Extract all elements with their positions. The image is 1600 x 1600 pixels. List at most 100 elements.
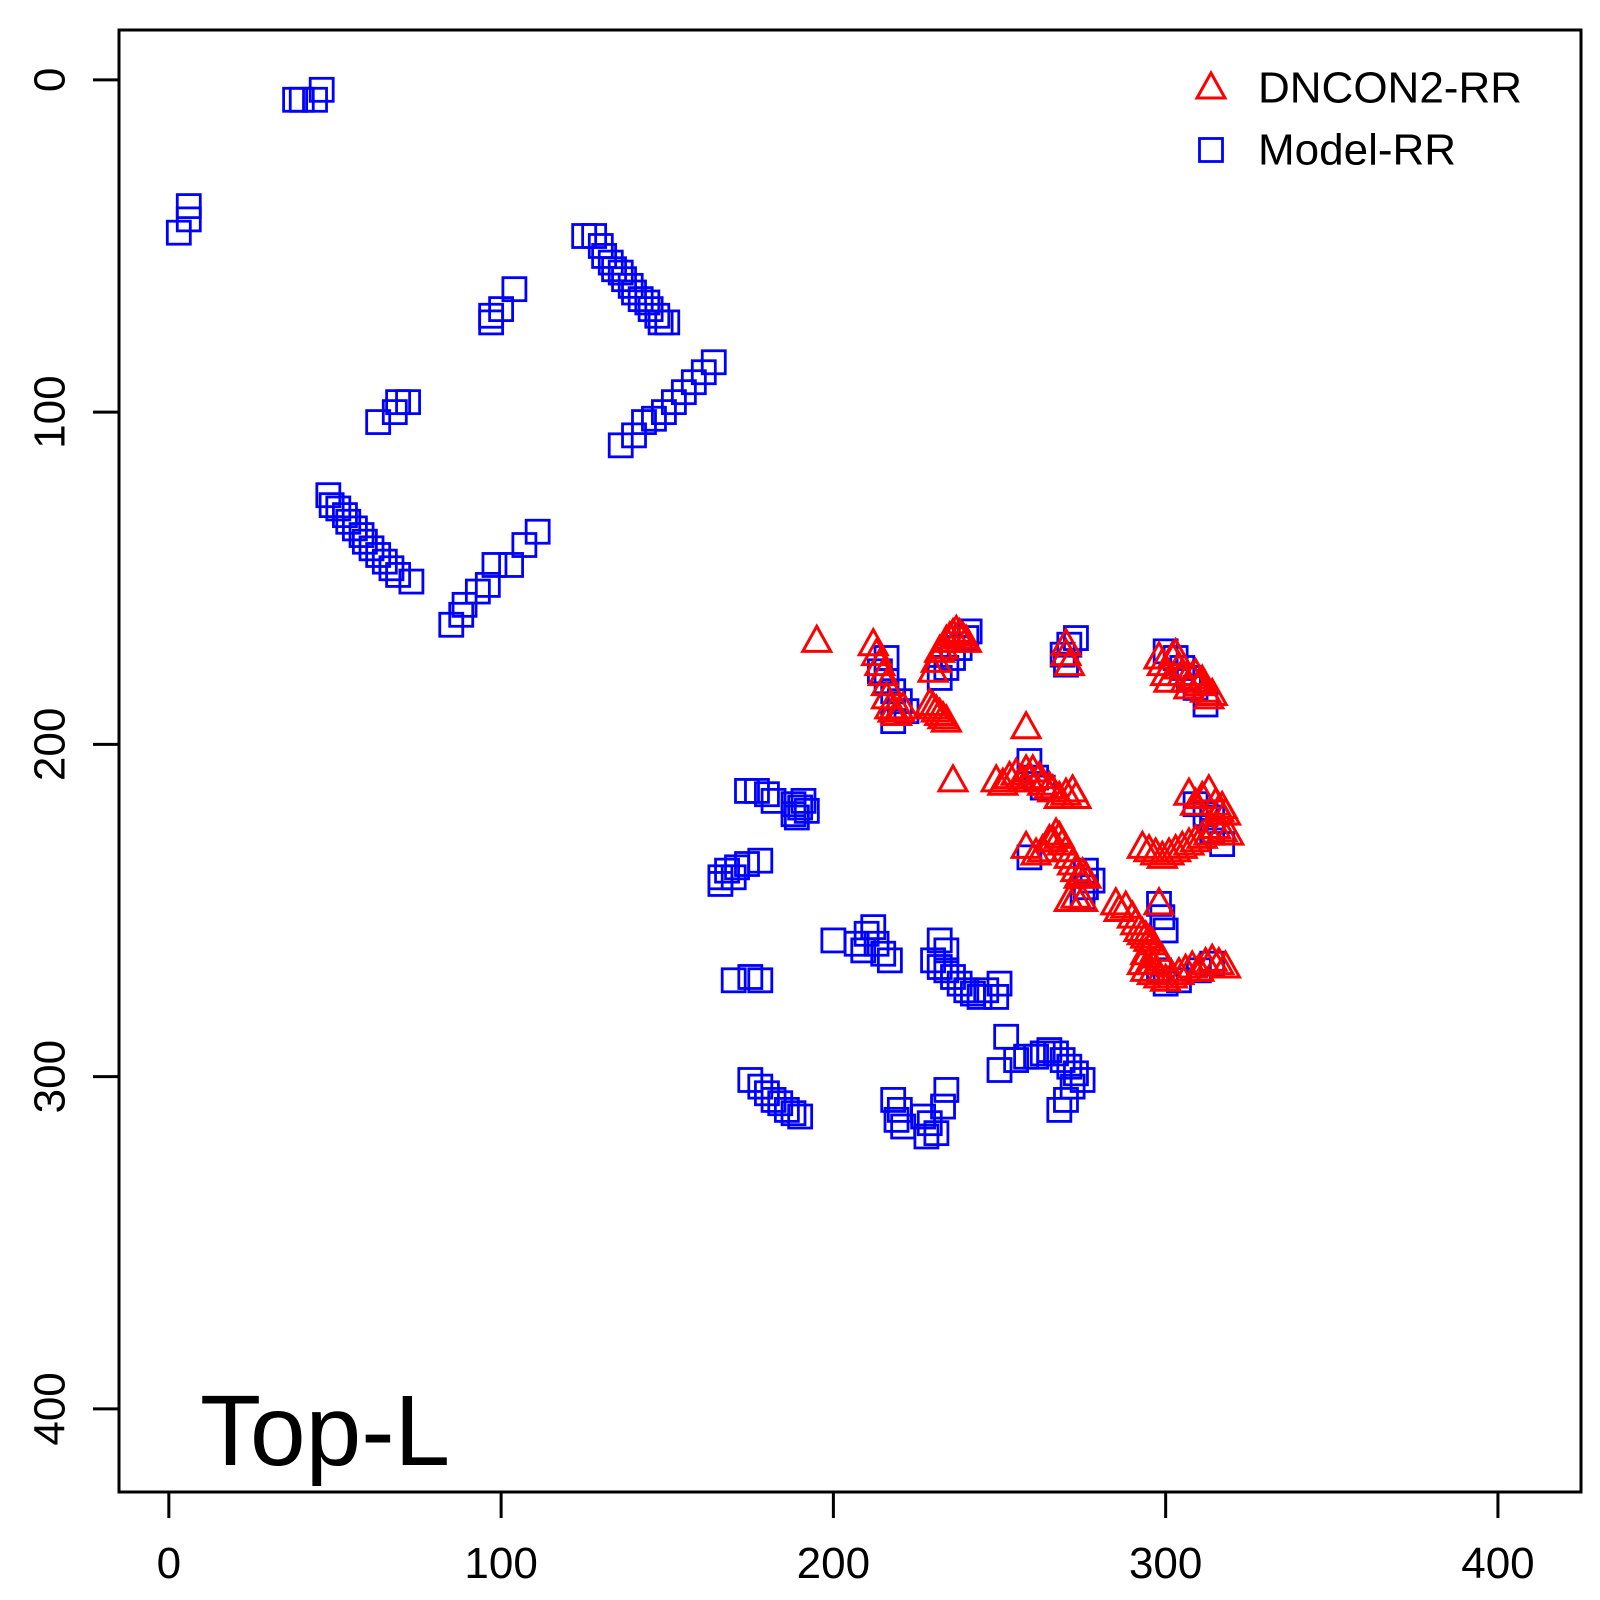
y-tick-label: 100 [26,375,75,448]
model-rr-point [773,1096,800,1123]
model-rr-point [351,528,378,555]
legend-label-model-rr: Model-RR [1258,126,1456,175]
model-rr-point [883,1106,910,1133]
model-rr-point [1049,1047,1076,1073]
dncon2-rr-point [1159,636,1193,667]
dncon2-rr-point [916,653,950,683]
model-rr-point [940,964,966,990]
dncon2-rr-point [986,766,1020,796]
dncon2-rr-point [1049,776,1083,806]
model-rr-point [348,522,375,548]
model-rr-point [707,871,734,897]
dncon2-rr-point [1179,656,1213,687]
model-rr-point [670,379,697,406]
model-rr-point [820,927,847,954]
model-rr-point [720,967,747,994]
model-rr-point [478,309,505,336]
model-rr-point [451,591,478,618]
dncon2-rr-point [1192,816,1226,846]
model-rr-point [488,296,515,323]
model-rr-point [933,957,960,984]
model-rr-point [747,1073,774,1100]
model-rr-point [930,1093,956,1120]
model-rr-point [926,954,953,980]
dncon2-rr-point [1052,646,1086,677]
model-rr-point [365,542,392,568]
model-rr-point [923,1120,950,1147]
model-rr-point [790,787,817,814]
model-rr-point [631,409,657,435]
model-rr-point [863,930,890,957]
model-rr-point [634,289,661,316]
dncon2-rr-point [1172,825,1206,856]
dncon2-rr-point [1059,879,1093,909]
legend-square-marker [1198,137,1224,163]
model-rr-point [591,243,618,269]
model-rr-point [165,219,192,246]
dncon2-rr-point [936,762,970,793]
dncon2-rr-point [1185,663,1219,693]
plot-frame [117,28,1583,1494]
x-tick-label: 0 [157,1539,181,1588]
model-rr-point [381,399,408,426]
model-rr-point [973,977,1000,1004]
dncon2-rr-point [1069,859,1103,889]
model-rr-point [926,927,953,954]
model-rr-point [501,276,528,303]
model-rr-point [481,552,508,578]
model-rr-point [680,369,707,396]
dncon2-rr-point [1202,945,1236,976]
model-rr-point [464,578,491,605]
model-rr-point [318,492,345,519]
model-rr-point [438,611,465,638]
model-rr-point [737,1067,764,1093]
model-rr-point [747,967,774,994]
model-rr-point [1063,1060,1089,1087]
model-rr-point [654,309,681,336]
dncon2-rr-point [1195,676,1229,707]
model-rr-point [913,1123,940,1150]
dncon2-rr-point [1129,952,1163,982]
model-rr-point [1053,1087,1079,1113]
x-tick-label: 100 [464,1539,537,1588]
model-rr-point [780,801,807,828]
dncon2-rr-point [1208,948,1243,979]
dncon2-rr-point [860,636,894,667]
model-rr-point [783,804,810,831]
model-rr-point [1036,1037,1063,1063]
legend: DNCON2-RR Model-RR [1194,64,1522,175]
model-rr-point [587,233,614,259]
model-rr-point [737,964,764,990]
model-rr-point [754,781,780,808]
model-rr-point [478,302,505,329]
model-rr-series [165,76,1236,1150]
dncon2-rr-point [886,689,920,720]
dncon2-rr-point [979,762,1013,793]
dncon2-rr-point [1145,646,1179,677]
model-rr-point [787,794,814,821]
dncon2-rr-point [856,626,890,657]
dncon2-rr-point [1059,779,1093,810]
x-tick-label: 300 [1129,1539,1202,1588]
model-rr-point [498,552,524,578]
dncon2-rr-point [1185,819,1219,849]
dncon2-rr-point [1009,709,1043,740]
model-rr-point [986,1057,1013,1083]
model-rr-point [754,1080,780,1107]
model-rr-point [724,854,750,881]
model-rr-point [365,409,392,435]
corner-label: Top-L [200,1375,450,1487]
model-rr-point [611,266,637,293]
model-rr-point [1003,1047,1030,1073]
model-rr-point [916,1110,943,1137]
model-rr-point [1023,1043,1049,1070]
model-rr-point [760,787,787,814]
model-rr-point [780,1100,807,1127]
model-rr-point [617,272,644,299]
model-rr-point [448,601,475,628]
model-rr-point [933,937,960,964]
model-rr-point [581,223,608,249]
y-tick-label: 300 [26,1040,75,1113]
dncon2-rr-point [1142,885,1176,916]
model-rr-point [910,1103,936,1130]
